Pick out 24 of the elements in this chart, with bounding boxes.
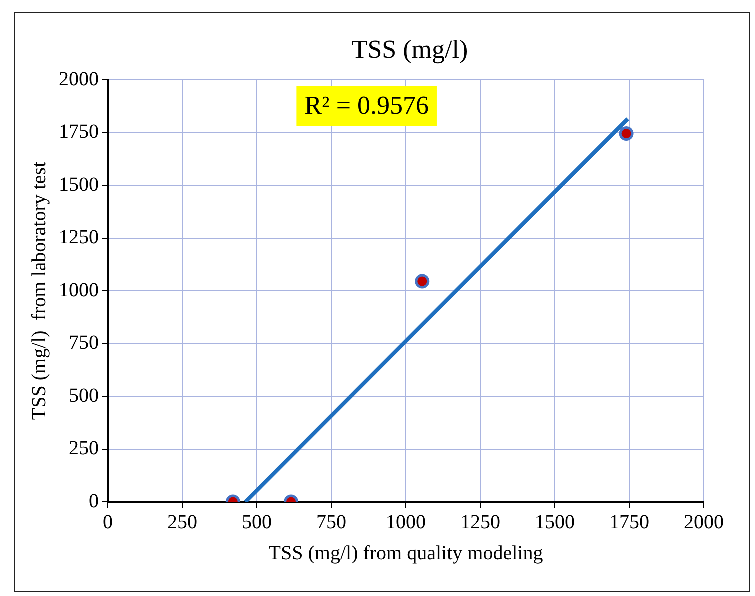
y-tick-label: 500 bbox=[69, 384, 99, 407]
y-tick-label: 250 bbox=[69, 438, 99, 460]
x-tick-label: 250 bbox=[168, 511, 198, 534]
x-axis-title: TSS (mg/l) from quality modeling bbox=[268, 542, 544, 564]
y-tick-label: 750 bbox=[69, 332, 99, 354]
x-tick-label: 1250 bbox=[460, 511, 500, 534]
x-tick-label: 2000 bbox=[684, 511, 724, 534]
annotation: R² = 0.9576 bbox=[304, 90, 429, 120]
y-tick-label: 2000 bbox=[59, 68, 99, 90]
point bbox=[415, 274, 430, 289]
y-tick-label: 1750 bbox=[59, 121, 99, 143]
x-tick-label: 500 bbox=[242, 511, 272, 534]
x-tick-label: 1750 bbox=[610, 511, 650, 534]
y-tick-label: 1500 bbox=[59, 174, 99, 196]
y-tick-label: 0 bbox=[89, 490, 99, 512]
x-tick-label: 0 bbox=[103, 511, 113, 534]
point bbox=[619, 126, 634, 142]
x-tick-label: 1500 bbox=[535, 511, 575, 534]
y-axis-title: TSS (mg/l) from laboratory test bbox=[28, 161, 50, 420]
x-tick-label: 1000 bbox=[386, 511, 426, 534]
y-tick-label: 1000 bbox=[59, 279, 99, 302]
chart-title: TSS (mg/l) bbox=[350, 35, 470, 65]
x-tick-label: 750 bbox=[316, 511, 346, 534]
y-tick-label: 1250 bbox=[59, 226, 99, 248]
